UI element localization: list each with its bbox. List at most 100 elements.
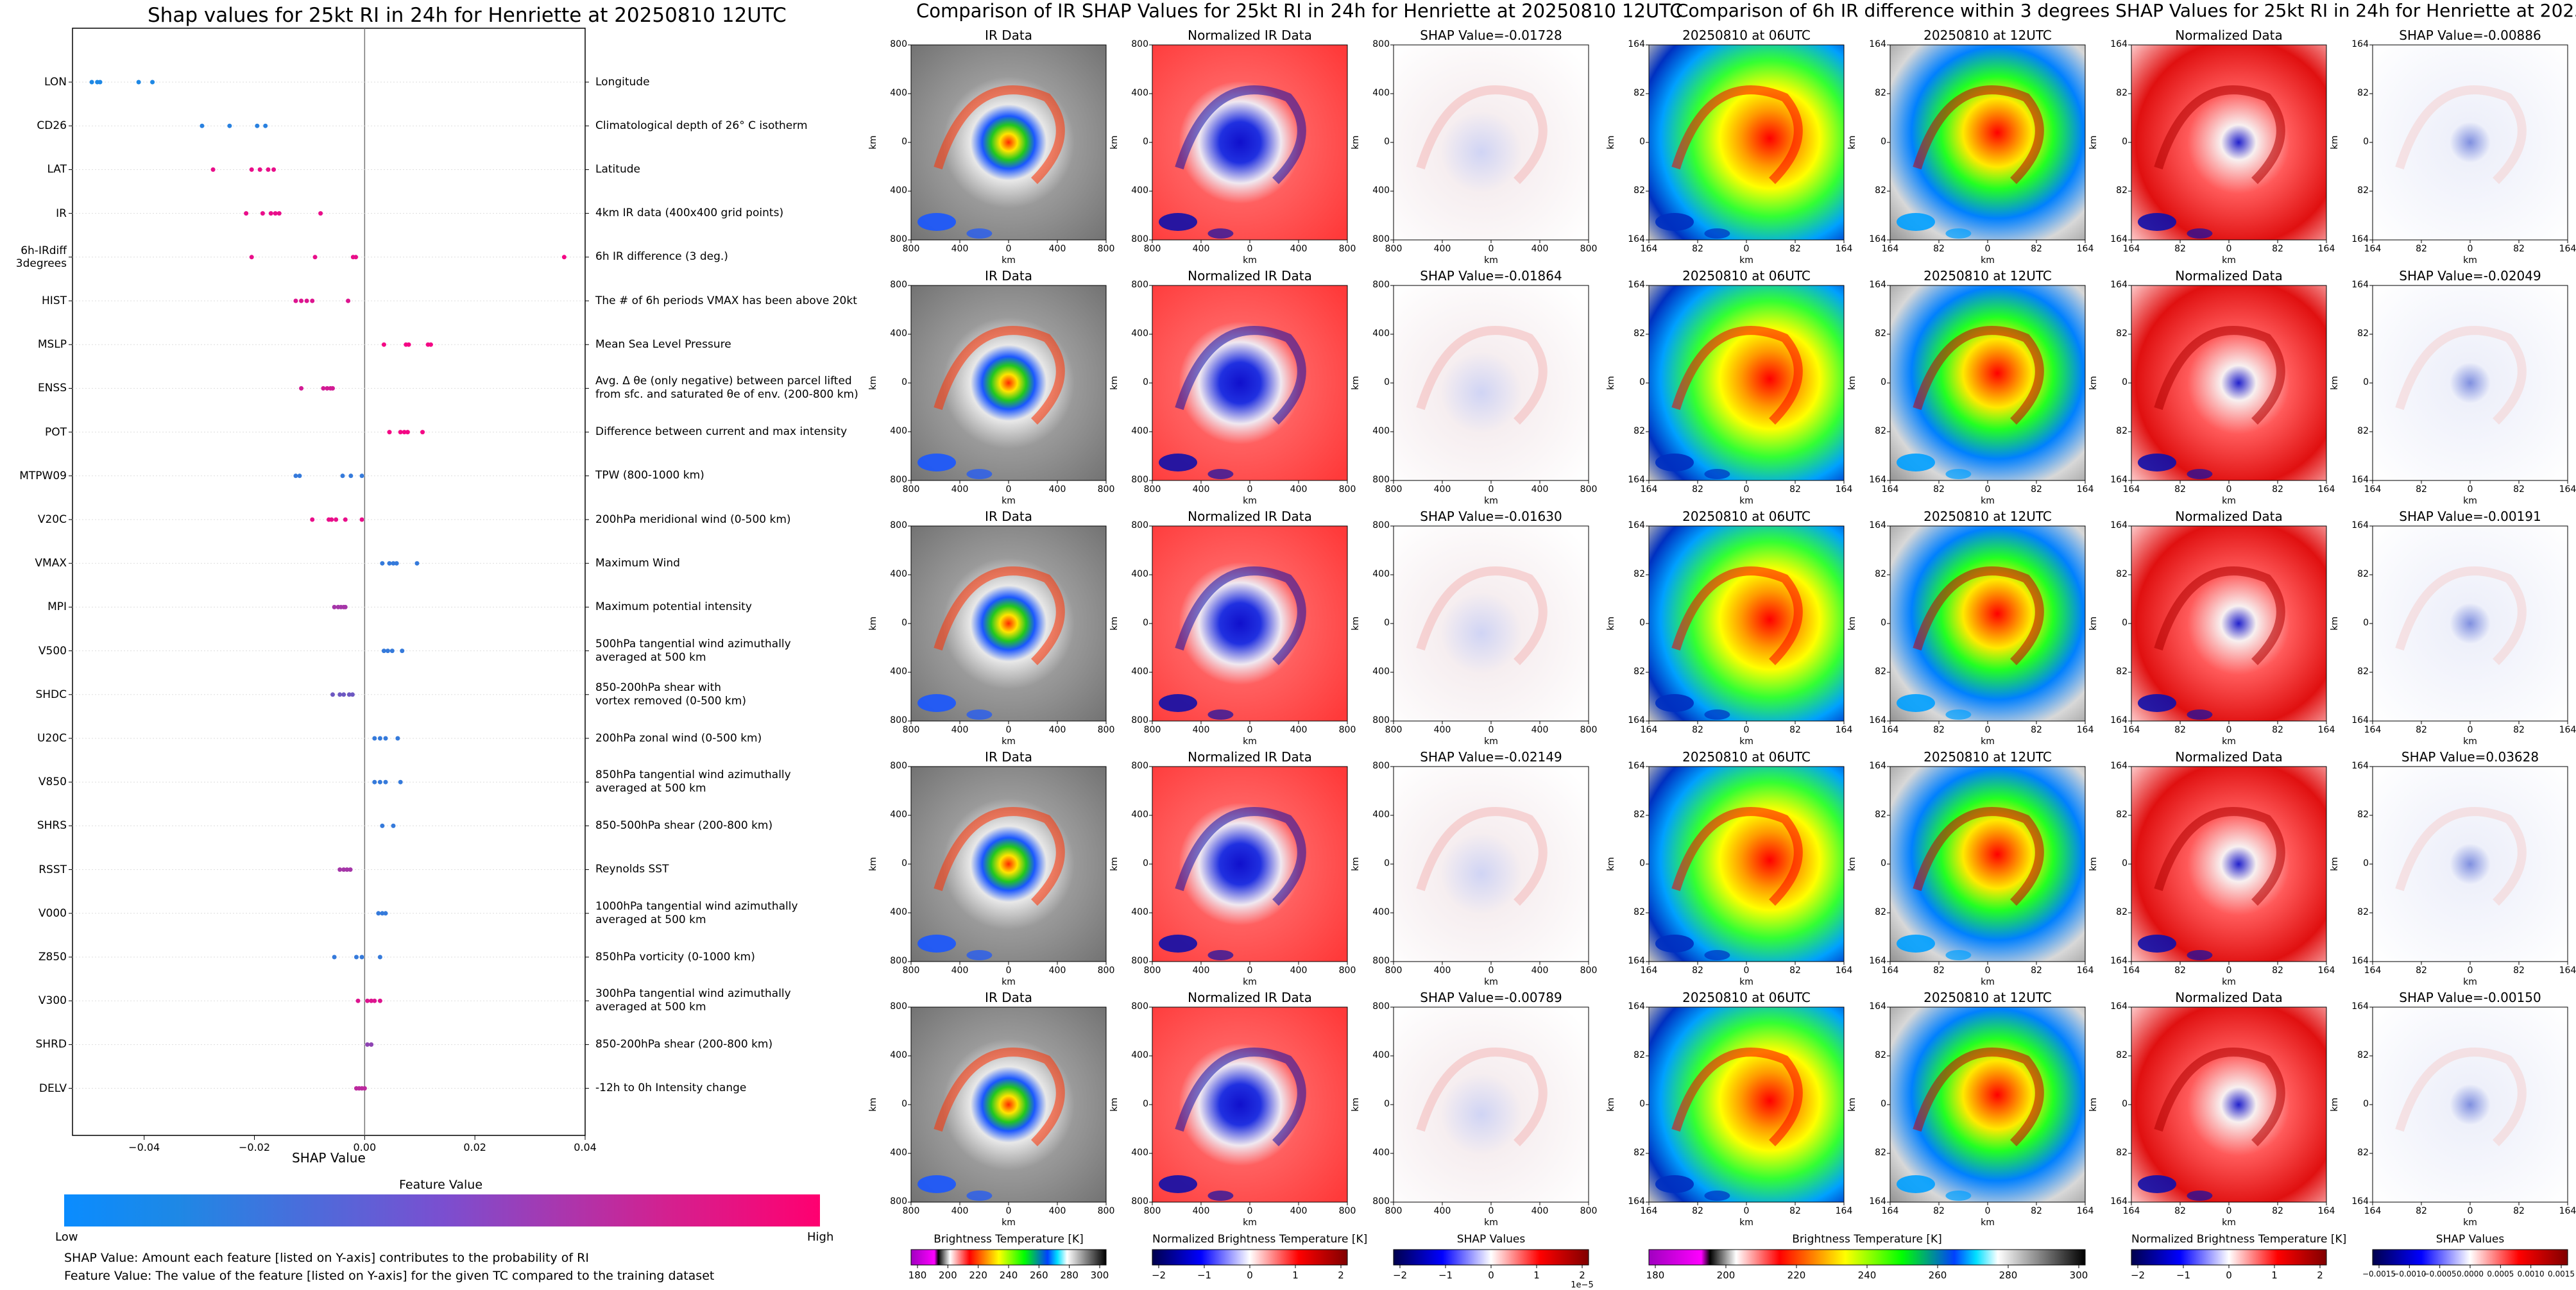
ir-data-panel-4 xyxy=(910,1006,1107,1203)
mid-r1c1-xtick-label: 400 xyxy=(1192,484,1210,495)
mid-r0c1-xtick-label: 400 xyxy=(1290,244,1308,254)
right-r4c3-xtick-label: 82 xyxy=(2513,1206,2525,1216)
mid-r1c2-xtick-label: 400 xyxy=(1531,484,1549,495)
colorbar-high-label: High xyxy=(807,1230,834,1244)
right-r1c2-ytick-label: 82 xyxy=(2116,426,2128,436)
shap-point xyxy=(414,561,420,566)
mid-r1c0-xtick-label: 800 xyxy=(902,484,920,495)
mid-r0c1-xtick-label: 800 xyxy=(1338,244,1356,254)
shap-point xyxy=(359,473,364,479)
shap-axes-frame xyxy=(72,28,586,1136)
right-r2c3-xtick-label: 82 xyxy=(2513,725,2525,735)
mid-r3c1-xlabel: km xyxy=(1243,977,1257,987)
ir-data-title-1: IR Data xyxy=(985,268,1032,284)
right-r2c1-xlabel: km xyxy=(1981,736,1995,747)
shap-point xyxy=(365,998,370,1003)
ir-06utc-panel-0 xyxy=(1648,44,1845,241)
feature-label-5: HIST xyxy=(42,294,67,307)
mid-r0c2-xtick-label: 0 xyxy=(1488,244,1494,254)
right-r0c0-xtick-label: 164 xyxy=(1835,244,1853,254)
mid-bt-colorbar-tick-label: 200 xyxy=(939,1269,957,1281)
right-r1c2-ytick-label: 0 xyxy=(2122,377,2128,387)
mid-r2c1-xtick-label: 400 xyxy=(1192,725,1210,735)
feature-label-8: POT xyxy=(44,425,67,439)
ir-06utc-title-2: 20250810 at 06UTC xyxy=(1682,509,1811,524)
right-r3c2-ytick-label: 82 xyxy=(2116,907,2128,917)
right-r0c3-xtick-label: 82 xyxy=(2416,244,2427,254)
right-r0c1-xtick-label: 164 xyxy=(1881,244,1899,254)
mid-r0c1-xtick-label: 400 xyxy=(1192,244,1210,254)
shap-point xyxy=(359,517,364,522)
shap-x-tick-label: 0.00 xyxy=(353,1141,377,1153)
right-r4c0-ytick-label: 164 xyxy=(1628,1001,1645,1012)
right-r0c1-ytick-label: 164 xyxy=(1869,234,1886,244)
mid-r1c1-xtick-label: 0 xyxy=(1247,484,1253,495)
shap-point xyxy=(376,911,381,916)
right-r4c0-ytick-label: 82 xyxy=(1633,1050,1645,1060)
shap-point xyxy=(385,649,390,654)
ir-shap-panel-3 xyxy=(1393,766,1589,962)
mid-r2c1-ytick-label: 400 xyxy=(1131,569,1148,579)
mid-r2c1-ytick-label: 400 xyxy=(1131,666,1148,677)
mid-bt-colorbar-title: Brightness Temperature [K] xyxy=(934,1233,1084,1246)
mid-r2c2-ytick-label: 400 xyxy=(1372,666,1390,677)
diff-shap-title-0: SHAP Value=-0.00886 xyxy=(2399,28,2541,43)
mid-shap-colorbar xyxy=(1393,1249,1589,1266)
right-r0c0-xlabel: km xyxy=(1739,255,1753,266)
mid-r1c0-ytick-label: 400 xyxy=(890,426,907,436)
right-bt-colorbar-tick-label: 280 xyxy=(1999,1269,2018,1281)
right-r3c0-ytick-label: 82 xyxy=(1633,907,1645,917)
mid-r4c0-ytick-label: 400 xyxy=(890,1050,907,1060)
right-r0c0-ytick-label: 0 xyxy=(1639,137,1645,147)
shap-point xyxy=(383,736,388,741)
right-r1c0-ytick-label: 0 xyxy=(1639,377,1645,387)
right-r0c1-xtick-label: 82 xyxy=(2031,244,2042,254)
mid-bt-colorbar-tick-label: 300 xyxy=(1090,1269,1109,1281)
mid-r3c0-ytick-label: 400 xyxy=(890,907,907,917)
ir-shap-title-0: SHAP Value=-0.01728 xyxy=(1420,28,1562,43)
right-shap-colorbar xyxy=(2372,1249,2568,1266)
right-r3c1-ytick-label: 82 xyxy=(1875,907,1886,917)
shap-point xyxy=(329,517,334,522)
right-r1c0-xlabel: km xyxy=(1739,496,1753,506)
mid-r0c2-xtick-label: 400 xyxy=(1531,244,1549,254)
mid-r0c1-ylabel: km xyxy=(1109,135,1120,149)
right-bt-colorbar-tick-label: 240 xyxy=(1857,1269,1877,1281)
mid-r0c2-ytick-label: 800 xyxy=(1372,39,1390,49)
right-r4c3-xtick-label: 164 xyxy=(2364,1206,2382,1216)
feature-desc-23: -12h to 0h Intensity change xyxy=(595,1082,747,1095)
right-r2c3-xtick-label: 164 xyxy=(2364,725,2382,735)
right-r3c3-xtick-label: 82 xyxy=(2416,965,2427,976)
right-r4c1-ylabel: km xyxy=(1847,1098,1857,1112)
right-r4c1-ytick-label: 164 xyxy=(1869,1001,1886,1012)
right-r3c2-ytick-label: 0 xyxy=(2122,858,2128,869)
shap-x-tick-label: 0.04 xyxy=(574,1141,597,1153)
right-r3c2-ytick-label: 164 xyxy=(2110,956,2128,966)
right-r4c0-xtick-label: 164 xyxy=(1640,1206,1658,1216)
right-r4c2-xtick-label: 164 xyxy=(2317,1206,2335,1216)
right-r0c0-ytick-label: 82 xyxy=(1633,88,1645,98)
mid-r3c0-xtick-label: 800 xyxy=(1097,965,1115,976)
right-r2c2-ytick-label: 164 xyxy=(2110,715,2128,726)
right-r4c1-ytick-label: 82 xyxy=(1875,1050,1886,1060)
right-r3c1-ytick-label: 164 xyxy=(1869,956,1886,966)
right-r1c3-ytick-label: 164 xyxy=(2351,280,2369,290)
feature-desc-1: Climatological depth of 26° C isotherm xyxy=(595,119,808,132)
right-r2c0-xlabel: km xyxy=(1739,736,1753,747)
feature-desc-3: 4km IR data (400x400 grid points) xyxy=(595,207,784,220)
right-r1c1-xtick-label: 164 xyxy=(2076,484,2094,495)
feature-label-18: RSST xyxy=(38,863,67,876)
right-r0c2-xlabel: km xyxy=(2222,255,2236,266)
ir-12utc-panel-1 xyxy=(1889,285,2086,481)
mid-r2c2-xlabel: km xyxy=(1484,736,1498,747)
shap-point xyxy=(299,386,304,391)
right-shap-colorbar-tick-label: 0.0005 xyxy=(2487,1269,2514,1278)
right-r1c0-xtick-label: 82 xyxy=(1692,484,1703,495)
mid-r0c0-xlabel: km xyxy=(1002,255,1016,266)
right-r4c0-xtick-label: 0 xyxy=(1743,1206,1750,1216)
right-r2c1-ytick-label: 82 xyxy=(1875,569,1886,579)
mid-r2c1-ytick-label: 0 xyxy=(1143,618,1148,628)
right-r2c2-xtick-label: 164 xyxy=(2317,725,2335,735)
normalized-diff-title-3: Normalized Data xyxy=(2175,749,2283,765)
right-r1c3-xtick-label: 0 xyxy=(2467,484,2473,495)
